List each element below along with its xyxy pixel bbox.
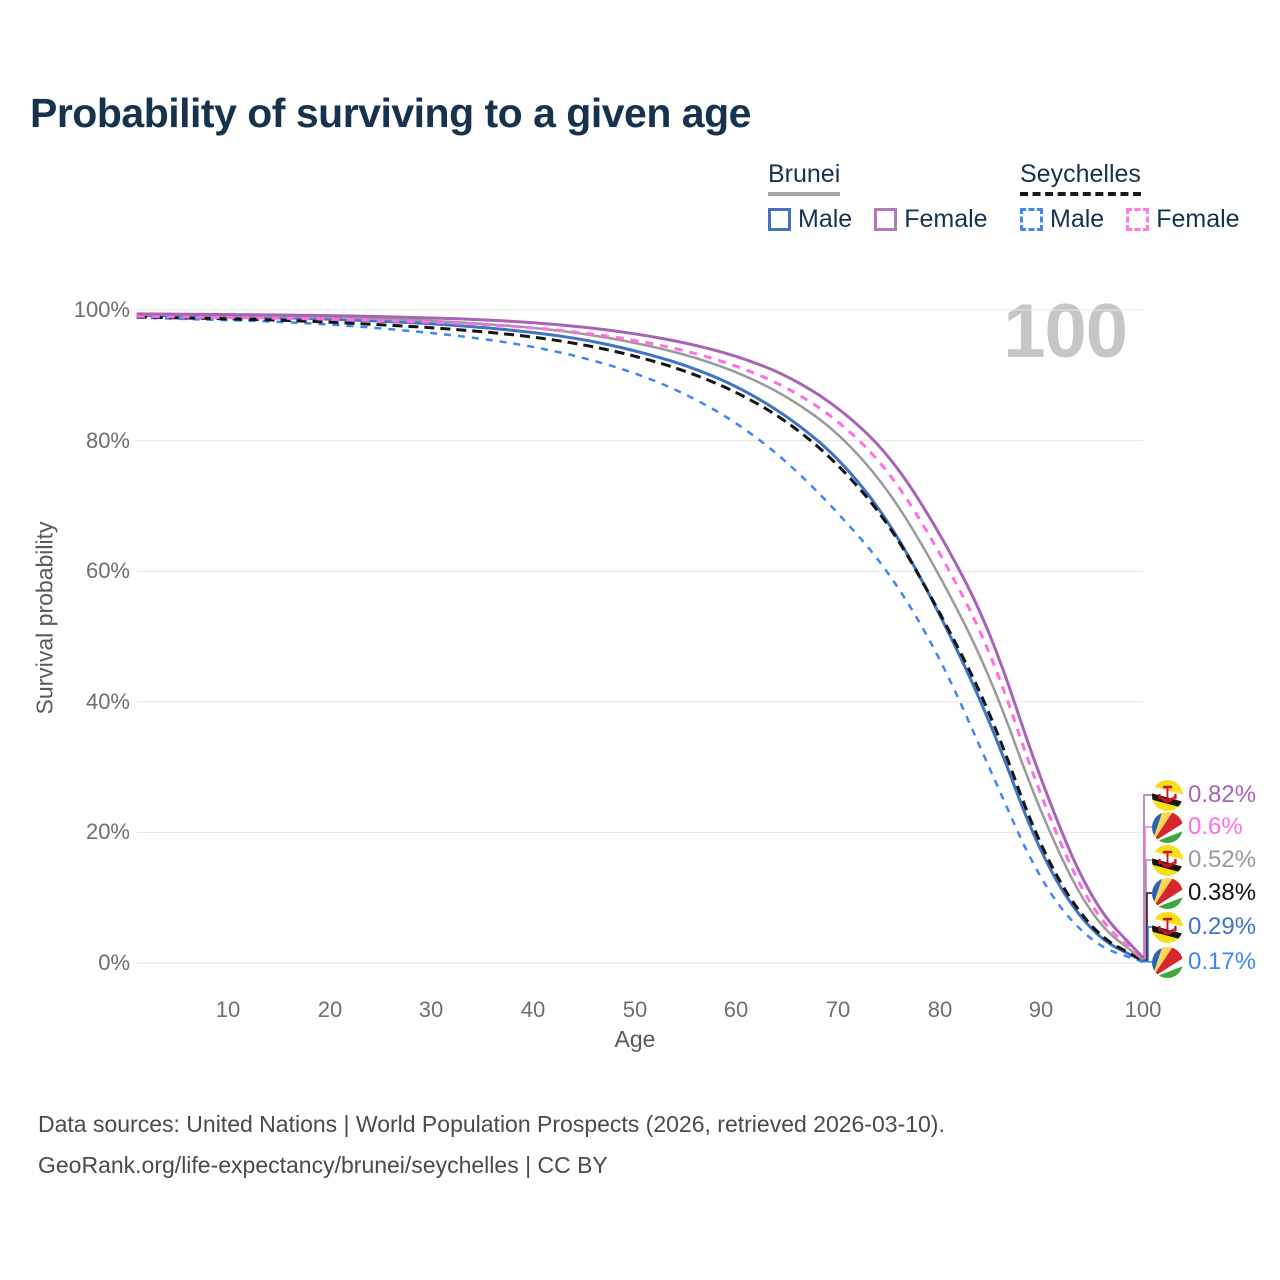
x-tick-label: 70 xyxy=(825,997,851,1022)
brunei-flag-icon xyxy=(1152,779,1183,811)
label-connector xyxy=(1143,794,1152,959)
brunei-flag-icon xyxy=(1152,844,1183,876)
series-end-value: 0.6% xyxy=(1188,813,1243,840)
seychelles-flag-icon xyxy=(1152,877,1183,909)
legend-group-brunei: Brunei Male Female xyxy=(768,160,988,234)
seychelles-flag-icon xyxy=(1152,946,1183,978)
legend-item-brunei-female[interactable]: Female xyxy=(874,205,988,234)
legend-country-brunei[interactable]: Brunei xyxy=(768,160,841,196)
attribution-line: GeoRank.org/life-expectancy/brunei/seych… xyxy=(38,1152,608,1178)
seychelles-female-swatch-icon xyxy=(1126,208,1150,231)
y-axis-title: Survival probability xyxy=(31,521,58,715)
series-end-value: 0.82% xyxy=(1188,781,1257,808)
seychelles-flag-icon xyxy=(1152,811,1183,843)
x-tick-label: 80 xyxy=(927,997,953,1022)
series-end-label-seychelles-male[interactable]: 0.17% xyxy=(1152,946,1256,978)
y-tick-label: 100% xyxy=(73,297,130,322)
seychelles-male-swatch-icon xyxy=(1020,208,1043,231)
survival-chart[interactable] xyxy=(0,0,1280,1090)
x-tick-label: 50 xyxy=(622,997,648,1022)
legend-label: Male xyxy=(1050,205,1105,233)
series-end-value: 0.29% xyxy=(1188,913,1257,940)
footer: Data sources: United Nations | World Pop… xyxy=(38,1104,945,1186)
series-end-value: 0.52% xyxy=(1188,846,1257,873)
series-end-label-brunei-all[interactable]: 0.52% xyxy=(1152,844,1256,876)
y-tick-label: 80% xyxy=(85,428,130,453)
y-tick-label: 0% xyxy=(98,950,130,975)
series-line-brunei-all[interactable] xyxy=(136,313,1144,961)
age-cursor-watermark: 100 xyxy=(1003,289,1128,374)
series-line-seychelles-male[interactable] xyxy=(136,316,1144,964)
page-title: Probability of surviving to a given age xyxy=(30,90,751,136)
series-end-label-seychelles-female[interactable]: 0.6% xyxy=(1152,811,1243,843)
series-line-seychelles-female[interactable] xyxy=(136,314,1144,961)
legend-item-brunei-male[interactable]: Male xyxy=(768,205,852,234)
legend-label: Female xyxy=(1156,205,1240,233)
x-tick-label: 40 xyxy=(520,997,546,1022)
x-tick-label: 20 xyxy=(317,997,343,1022)
series-line-brunei-female[interactable] xyxy=(136,312,1145,959)
x-tick-label: 10 xyxy=(215,997,241,1022)
series-end-value: 0.17% xyxy=(1188,948,1257,975)
legend-label: Male xyxy=(798,205,853,233)
label-connector xyxy=(1143,859,1152,961)
series-end-label-seychelles-all[interactable]: 0.38% xyxy=(1152,877,1256,909)
legend-group-seychelles: Seychelles Male Female xyxy=(1020,160,1240,234)
legend-item-seychelles-male[interactable]: Male xyxy=(1020,205,1104,234)
legend-item-seychelles-female[interactable]: Female xyxy=(1126,205,1240,234)
series-end-label-brunei-male[interactable]: 0.29% xyxy=(1152,911,1256,943)
legend-label: Female xyxy=(904,205,988,233)
data-sources-line: Data sources: United Nations | World Pop… xyxy=(38,1111,945,1137)
y-tick-label: 20% xyxy=(85,819,130,844)
x-tick-label: 60 xyxy=(723,997,749,1022)
brunei-male-swatch-icon xyxy=(768,208,791,231)
x-tick-label: 30 xyxy=(418,997,444,1022)
x-axis-title: Age xyxy=(614,1026,656,1052)
series-end-value: 0.38% xyxy=(1188,879,1257,906)
x-tick-label: 100 xyxy=(1124,997,1162,1022)
x-tick-label: 90 xyxy=(1028,997,1054,1022)
brunei-female-swatch-icon xyxy=(874,208,898,231)
series-end-label-brunei-female[interactable]: 0.82% xyxy=(1152,779,1256,811)
y-tick-label: 60% xyxy=(85,558,130,583)
brunei-flag-icon xyxy=(1152,911,1183,943)
legend-country-seychelles[interactable]: Seychelles xyxy=(1020,160,1141,196)
series-line-seychelles-all[interactable] xyxy=(136,315,1144,962)
label-connector xyxy=(1143,926,1152,962)
y-tick-label: 40% xyxy=(85,689,130,714)
